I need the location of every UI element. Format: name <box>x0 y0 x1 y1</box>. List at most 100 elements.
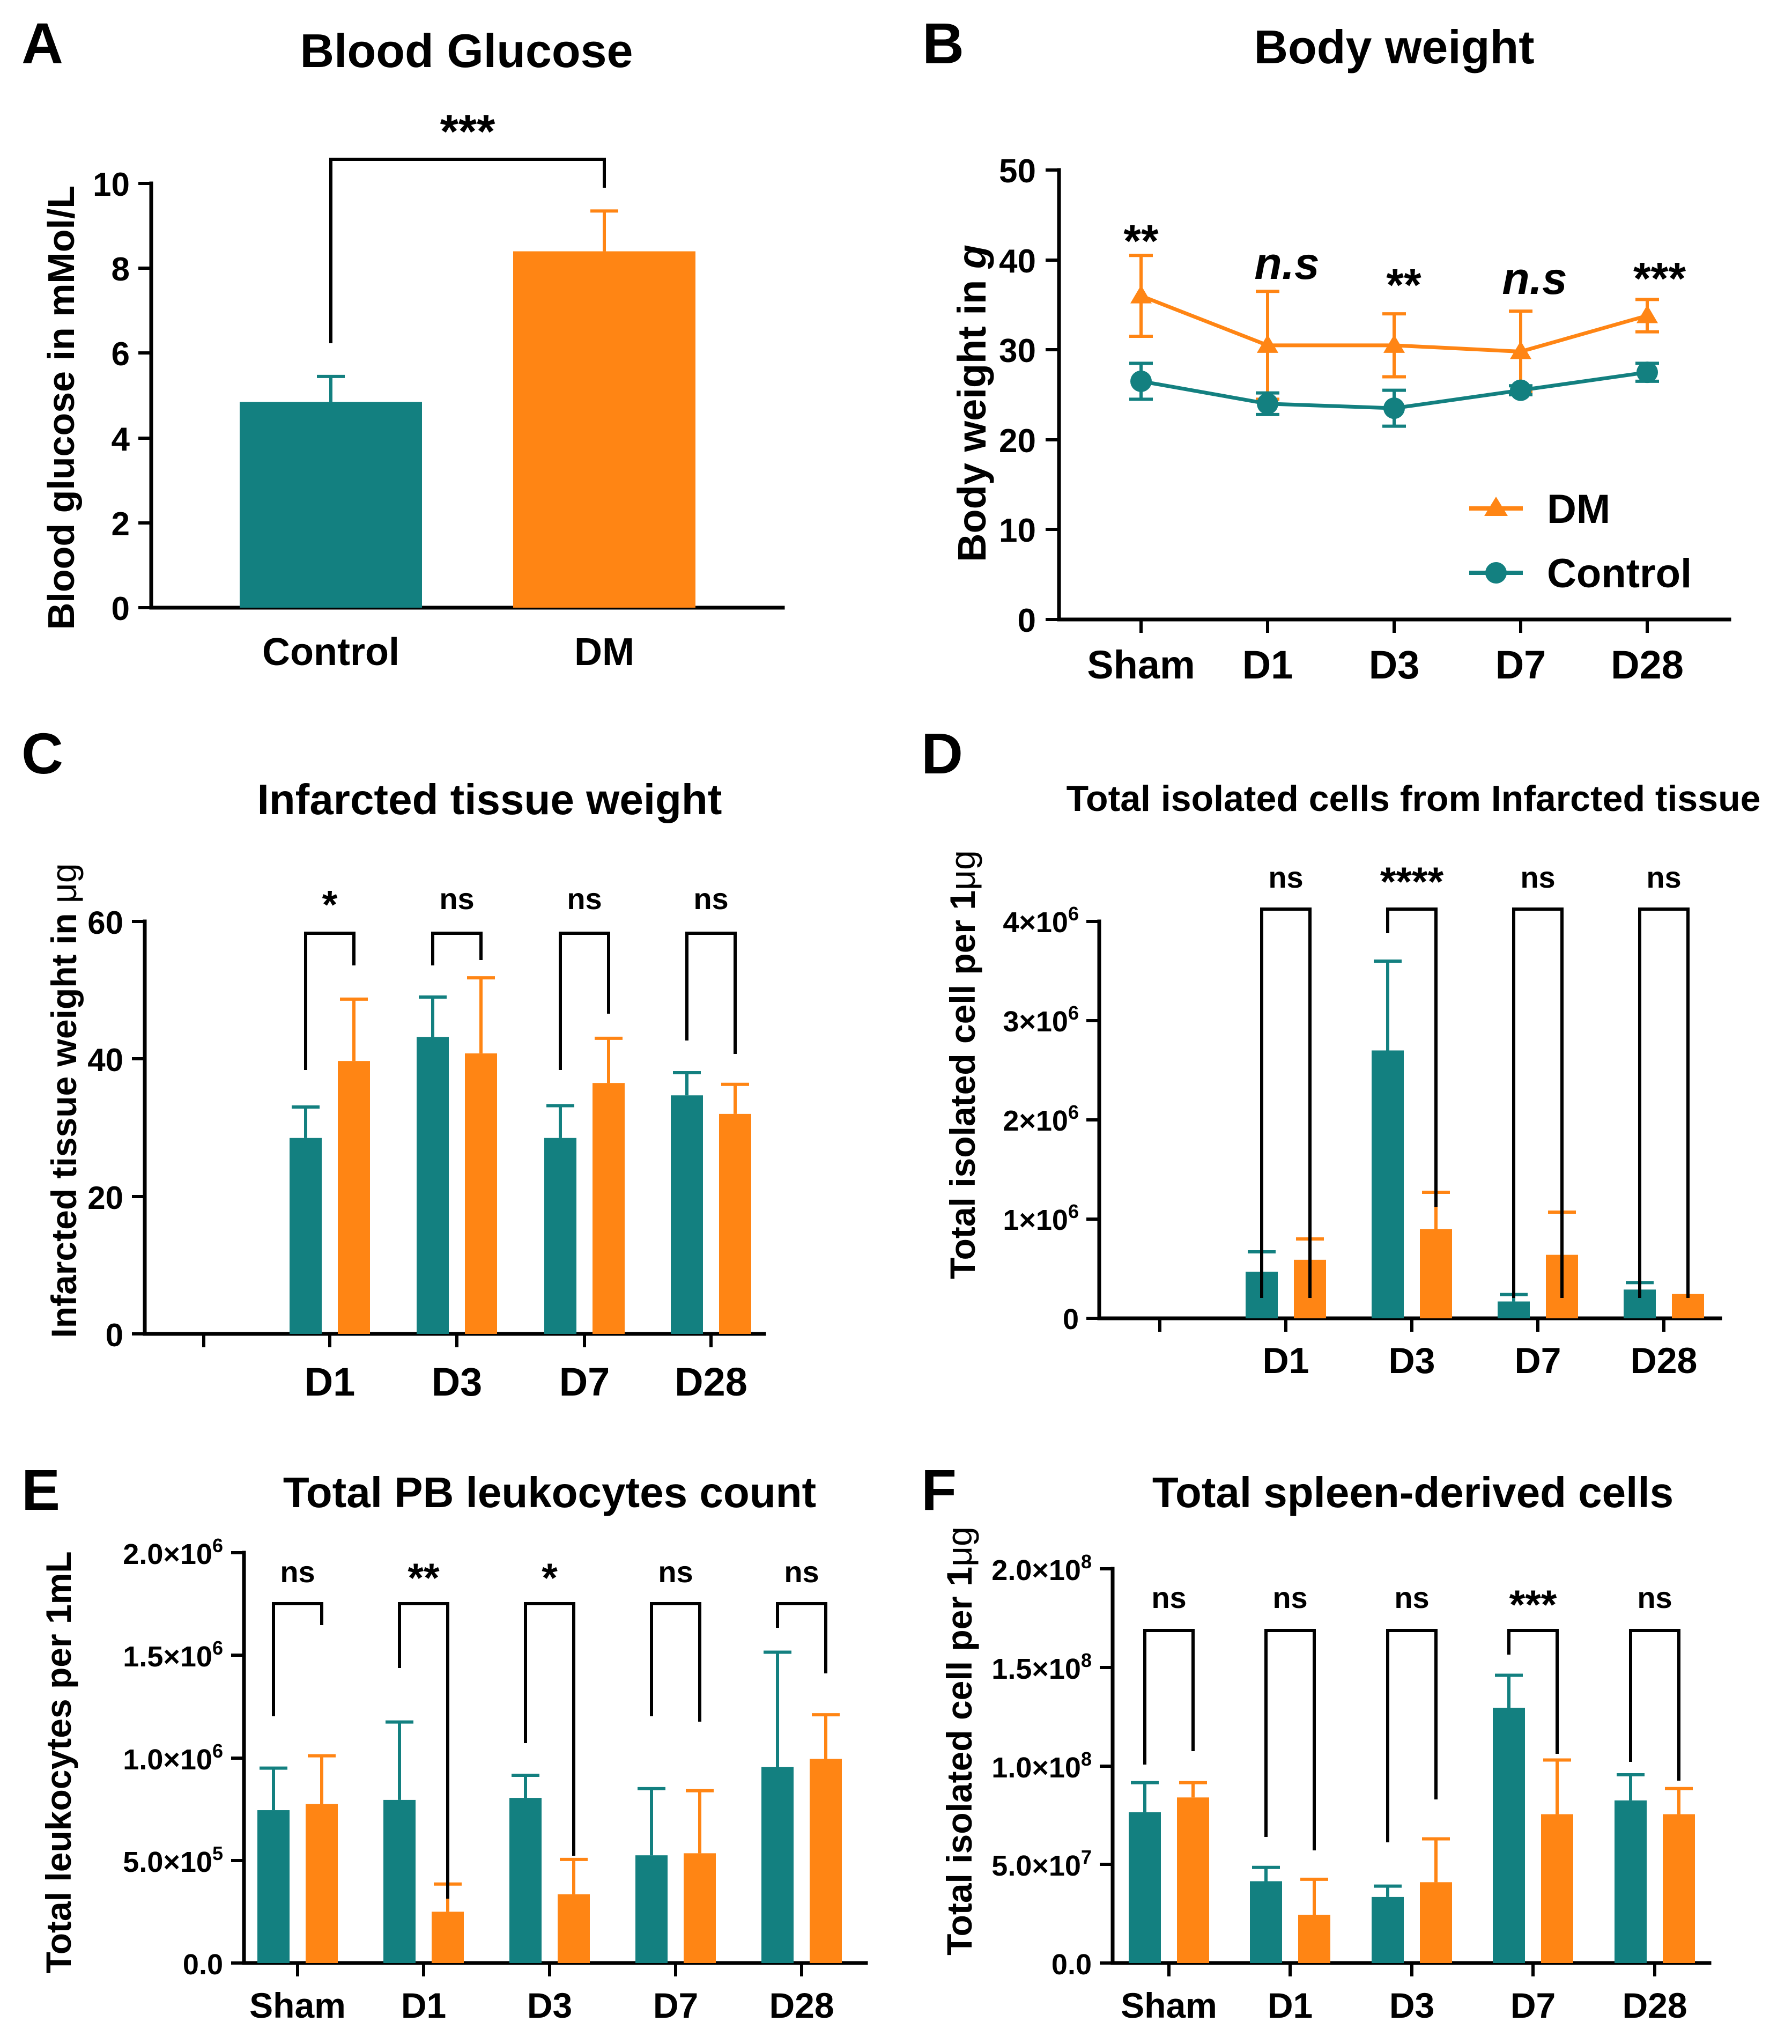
y-tick-d: 0 <box>1063 1303 1099 1335</box>
panel-c: C Infarcted tissue weight Infarcted tiss… <box>21 721 766 1404</box>
y-tick-label-b: 50 <box>999 153 1036 190</box>
y-tick-exponent: 6 <box>212 1534 223 1556</box>
y-tick-label-c: 40 <box>87 1042 123 1078</box>
y-ticks-c: 0 20 40 60 <box>87 905 145 1353</box>
x-tick-f: D28 <box>1622 1963 1687 2025</box>
y-ticks-d: 0 1×106 2×106 3×106 4×106 <box>1003 903 1099 1335</box>
x-tick-label-e: D28 <box>769 1986 834 2025</box>
x-tick-c: D28 <box>675 1334 747 1404</box>
y-tick-d: 3×106 <box>1003 1002 1099 1038</box>
legend-item-dm: DM <box>1469 486 1610 532</box>
x-tick-label-e: D3 <box>527 1986 572 2025</box>
x-tick-b: D1 <box>1242 619 1293 687</box>
bar <box>1420 1882 1452 1963</box>
panel-b: B Body weight Body weight in g 0 10 20 3… <box>922 11 1731 687</box>
y-tick-f: 5.0×107 <box>991 1846 1113 1882</box>
legend-b: DM Control <box>1469 486 1692 596</box>
significance-label-c: ns <box>567 882 602 916</box>
significance-label-e: ns <box>658 1555 693 1589</box>
x-ticks-d: D1 D3 D7 D28 <box>1158 1318 1697 1381</box>
y-tick-label-a: 6 <box>112 336 130 373</box>
y-tick-label-d: 2×106 <box>1003 1101 1079 1137</box>
significance-bracket-f: *** <box>1507 1582 1559 1754</box>
bar <box>635 1855 668 1963</box>
y-tick-exponent: 8 <box>1081 1748 1092 1770</box>
y-tick-label-f: 5.0×107 <box>991 1846 1092 1882</box>
bar <box>684 1853 716 1963</box>
plot-area-b <box>1129 254 1659 428</box>
y-axis-label-b: Body weight in g <box>950 245 994 562</box>
x-tick-label-c: D28 <box>675 1360 747 1404</box>
y-tick-label-d: 3×106 <box>1003 1002 1079 1038</box>
plot-area-d <box>1246 960 1704 1318</box>
panel-label-a: A <box>21 11 63 76</box>
bar <box>240 402 422 608</box>
y-tick-mantissa: 2.0×10 <box>123 1538 212 1570</box>
panel-label-c: C <box>21 721 63 786</box>
x-tick-label-f: D3 <box>1389 1986 1434 2025</box>
y-ticks-e: 0.0 5.0×105 1.0×106 1.5×106 2.0×106 <box>123 1534 244 1981</box>
y-tick-label-c: 0 <box>106 1317 123 1353</box>
significance-label-f: ns <box>1151 1581 1186 1614</box>
x-tick-f: D1 <box>1268 1963 1313 2025</box>
panel-d: D Total isolated cells from Infarcted ti… <box>921 721 1760 1381</box>
x-tick-label-d: D3 <box>1389 1340 1435 1381</box>
y-tick-exponent: 8 <box>1081 1649 1092 1671</box>
x-tick-f: D7 <box>1510 1963 1556 2025</box>
significance-label-f: ns <box>1637 1581 1672 1614</box>
data-point <box>1383 334 1405 353</box>
bar <box>383 1799 416 1963</box>
significance-label-b: ** <box>1386 260 1421 310</box>
y-tick-a: 8 <box>112 251 151 288</box>
y-axis-label-e: Total leukocytes per 1mL <box>39 1551 78 1973</box>
x-ticks-e: Sham D1 D3 D7 D28 <box>249 1963 834 2025</box>
y-tick-a: 4 <box>112 421 151 458</box>
bar <box>1498 1301 1530 1318</box>
significance-labels-b: ** n.s ** n.s *** <box>1123 216 1686 310</box>
bar <box>465 1053 497 1334</box>
x-tick-label-d: D1 <box>1263 1340 1309 1381</box>
y-tick-mantissa: 3×10 <box>1003 1006 1068 1038</box>
y-tick-label-b: 20 <box>999 423 1036 460</box>
x-tick-b: D28 <box>1611 619 1684 687</box>
data-point <box>1510 379 1531 401</box>
y-tick-exponent: 7 <box>1081 1846 1092 1868</box>
significance-bracket-e: ns <box>650 1555 701 1722</box>
significance-label-f: ns <box>1272 1581 1307 1614</box>
panel-e: E Total PB leukocytes count Total leukoc… <box>21 1457 868 2025</box>
bar <box>544 1138 576 1334</box>
legend-label-dm: DM <box>1547 486 1610 532</box>
data-point <box>1637 361 1658 383</box>
significance-bracket-c: ns <box>431 882 483 965</box>
significance-label-a: *** <box>440 105 495 158</box>
significance-label-e: ns <box>784 1555 819 1589</box>
y-axis-label-d-text: Total isolated cell per 1 <box>943 890 982 1279</box>
y-tick-mantissa: 1×10 <box>1003 1204 1068 1236</box>
x-tick-labels-a: Control DM <box>262 631 634 674</box>
y-axis-label-d: Total isolated cell per 1μg <box>943 850 982 1279</box>
significance-label-c: ns <box>439 882 474 916</box>
y-tick-mantissa: 1.5×10 <box>991 1653 1081 1685</box>
significance-bracket-d: ns <box>1512 860 1564 1298</box>
significance-bracket-d: ns <box>1638 860 1690 1298</box>
data-point <box>1637 305 1658 323</box>
y-tick-b: 30 <box>999 333 1059 370</box>
y-tick-label-e: 1.0×106 <box>123 1740 223 1776</box>
y-tick-mantissa: 2×10 <box>1003 1105 1068 1137</box>
x-tick-e: D7 <box>653 1963 698 2025</box>
bar <box>338 1061 370 1334</box>
y-axis-label-b-unit: g <box>950 245 994 269</box>
x-tick-label-c: D7 <box>559 1360 610 1404</box>
panel-label-d: D <box>921 721 963 786</box>
significance-bracket-f: ns <box>1629 1581 1680 1781</box>
x-tick-label-b: D7 <box>1495 643 1546 687</box>
significance-label-d: **** <box>1380 859 1444 905</box>
chart-title-f: Total spleen-derived cells <box>1152 1469 1673 1516</box>
bar <box>1420 1229 1452 1318</box>
data-point <box>1383 397 1405 419</box>
y-tick-label-e: 1.5×106 <box>123 1637 223 1673</box>
bar <box>671 1095 703 1334</box>
y-tick-label-a: 10 <box>93 166 130 203</box>
y-tick-exponent: 6 <box>1068 1200 1079 1222</box>
